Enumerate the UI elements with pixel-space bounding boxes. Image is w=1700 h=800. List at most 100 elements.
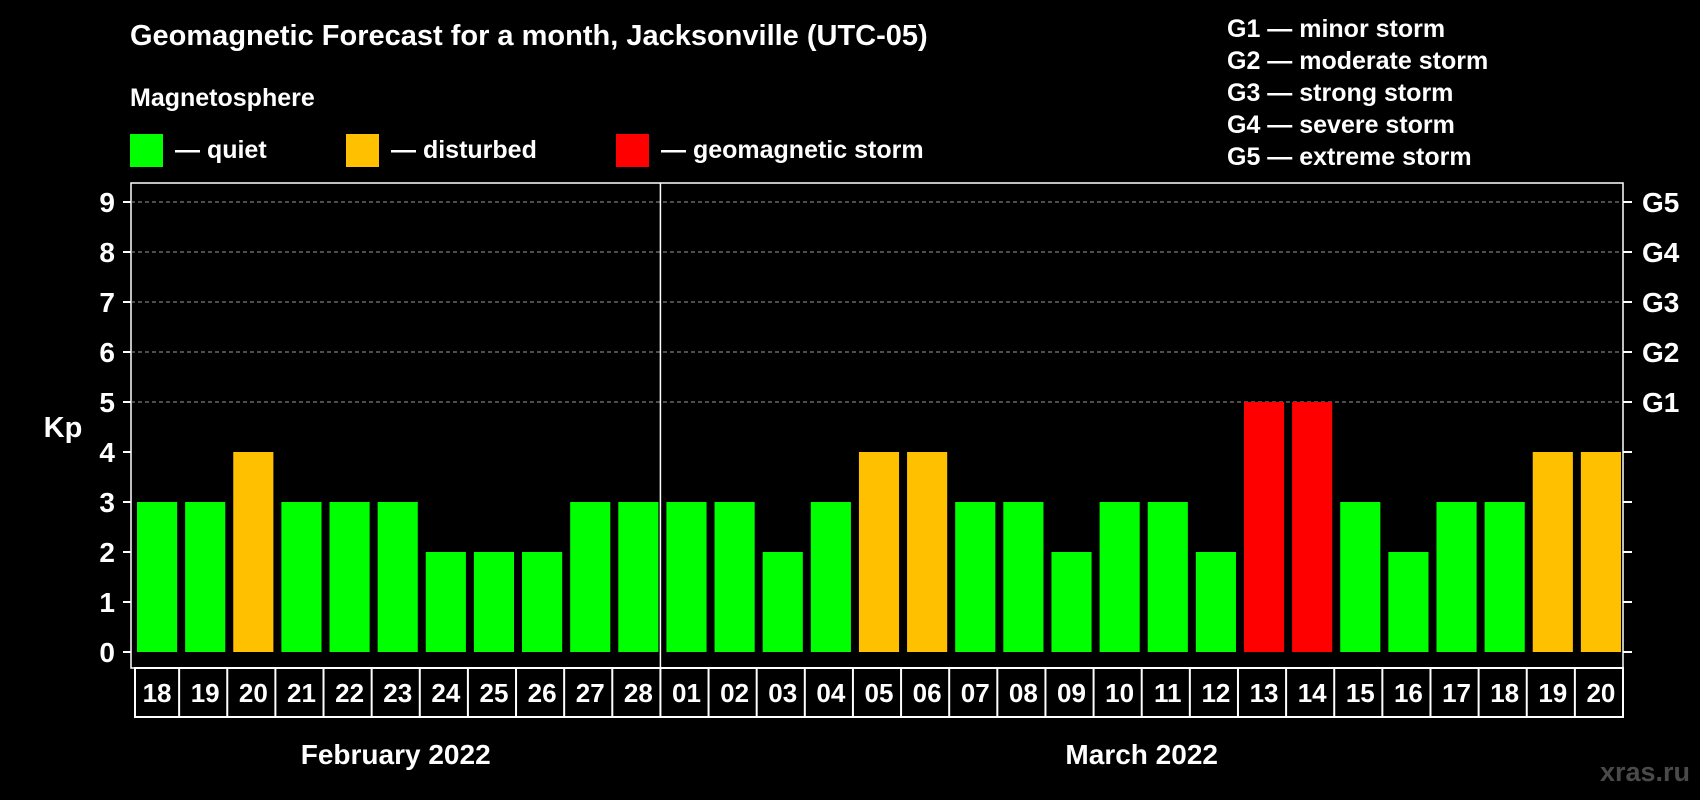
x-tick-label: 12 (1201, 678, 1230, 708)
legend-label-quiet: — quiet (175, 135, 267, 164)
right-axis-label-g1: G1 (1642, 387, 1679, 418)
legend-label-disturbed: — disturbed (391, 135, 537, 164)
legend-title: Magnetosphere (130, 84, 315, 112)
storm-scale-g5: G5 — extreme storm (1227, 143, 1472, 171)
bar-26 (1388, 552, 1429, 652)
storm-scale-g3: G3 — strong storm (1227, 79, 1454, 107)
bar-30 (1580, 452, 1621, 652)
bar-17 (955, 502, 996, 652)
y-tick-label: 0 (99, 637, 115, 668)
x-tick-label: 13 (1250, 678, 1279, 708)
legend-swatch-disturbed (346, 133, 379, 167)
x-tick-label: 01 (672, 678, 701, 708)
x-tick-label: 19 (1538, 678, 1567, 708)
bar-12 (714, 502, 755, 652)
bar-15 (858, 452, 900, 652)
x-tick-label: 18 (143, 678, 172, 708)
x-tick-label: 05 (865, 678, 894, 708)
x-tick-label: 26 (528, 678, 557, 708)
bar-7 (473, 552, 515, 652)
y-tick-label: 5 (99, 387, 115, 418)
x-tick-label: 19 (191, 678, 220, 708)
x-tick-label: 27 (576, 678, 605, 708)
storm-scale-g2: G2 — moderate storm (1227, 47, 1489, 75)
bar-13 (762, 552, 803, 652)
x-tick-label: 20 (239, 678, 268, 708)
y-tick-label: 9 (99, 187, 115, 218)
bar-23 (1243, 402, 1285, 652)
bar-29 (1532, 452, 1573, 652)
x-tick-label: 14 (1298, 678, 1327, 708)
right-axis-label-g5: G5 (1642, 187, 1679, 218)
legend-item-disturbed: — disturbed (346, 133, 537, 167)
legend-item-quiet: — quiet (130, 133, 267, 167)
bar-25 (1340, 502, 1381, 652)
bar-5 (377, 502, 418, 652)
bar-24 (1292, 402, 1333, 652)
bar-8 (522, 552, 563, 652)
legend-swatch-storm (616, 133, 649, 167)
month-label-0: February 2022 (301, 739, 491, 770)
x-tick-label: 04 (816, 678, 845, 708)
y-tick-label: 4 (99, 437, 115, 468)
x-tick-label: 24 (431, 678, 460, 708)
date-axis-box (134, 667, 1624, 718)
x-tick-label: 11 (1154, 678, 1182, 708)
bar-22 (1195, 552, 1236, 652)
x-tick-label: 28 (624, 678, 653, 708)
storm-scale-g1: G1 — minor storm (1227, 15, 1446, 43)
bar-27 (1436, 502, 1477, 652)
watermark: xras.ru (1599, 757, 1690, 787)
x-tick-label: 06 (913, 678, 942, 708)
y-tick-label: 7 (99, 287, 115, 318)
y-tick-label: 1 (99, 587, 115, 618)
bar-9 (570, 502, 611, 652)
right-axis-label-g4: G4 (1642, 237, 1680, 268)
x-tick-label: 22 (335, 678, 364, 708)
bar-21 (1147, 502, 1188, 652)
x-tick-label: 02 (720, 678, 749, 708)
y-tick-label: 8 (99, 237, 115, 268)
x-tick-label: 10 (1105, 678, 1134, 708)
legend-swatch-quiet (130, 133, 163, 167)
x-tick-label: 21 (287, 678, 316, 708)
bar-3 (281, 502, 322, 652)
x-tick-label: 07 (961, 678, 990, 708)
y-tick-label: 2 (99, 537, 115, 568)
x-tick-label: 03 (768, 678, 797, 708)
right-axis-label-g3: G3 (1642, 287, 1679, 318)
bar-0 (137, 502, 178, 652)
x-tick-label: 23 (383, 678, 412, 708)
right-axis-label-g2: G2 (1642, 337, 1679, 368)
x-tick-label: 08 (1009, 678, 1038, 708)
x-tick-label: 20 (1586, 678, 1615, 708)
chart-title: Geomagnetic Forecast for a month, Jackso… (130, 20, 928, 52)
y-axis-label: Kp (44, 412, 83, 444)
y-tick-label: 3 (99, 487, 115, 518)
color-legend: — quiet — disturbed — geomagnetic storm (130, 133, 1030, 167)
bar-14 (810, 502, 851, 652)
month-label-1: March 2022 (1065, 739, 1218, 770)
bar-19 (1051, 552, 1092, 652)
storm-scale-legend: G1 — minor storm G2 — moderate storm G3 … (1227, 13, 1488, 173)
y-tick-label: 6 (99, 337, 115, 368)
x-tick-label: 25 (480, 678, 509, 708)
x-tick-label: 15 (1346, 678, 1375, 708)
bar-20 (1099, 502, 1140, 652)
legend-label-storm: — geomagnetic storm (661, 135, 924, 164)
bar-11 (666, 502, 707, 652)
bar-6 (425, 552, 466, 652)
bar-2 (233, 452, 274, 652)
bar-10 (618, 502, 659, 652)
bar-16 (907, 452, 948, 652)
bar-18 (1003, 502, 1044, 652)
x-tick-label: 16 (1394, 678, 1423, 708)
legend-item-storm: — geomagnetic storm (616, 133, 924, 167)
bar-28 (1484, 502, 1525, 652)
bar-4 (329, 502, 370, 652)
x-tick-label: 09 (1057, 678, 1086, 708)
x-tick-label: 18 (1490, 678, 1519, 708)
storm-scale-g4: G4 — severe storm (1227, 111, 1455, 139)
x-tick-label: 17 (1442, 678, 1471, 708)
